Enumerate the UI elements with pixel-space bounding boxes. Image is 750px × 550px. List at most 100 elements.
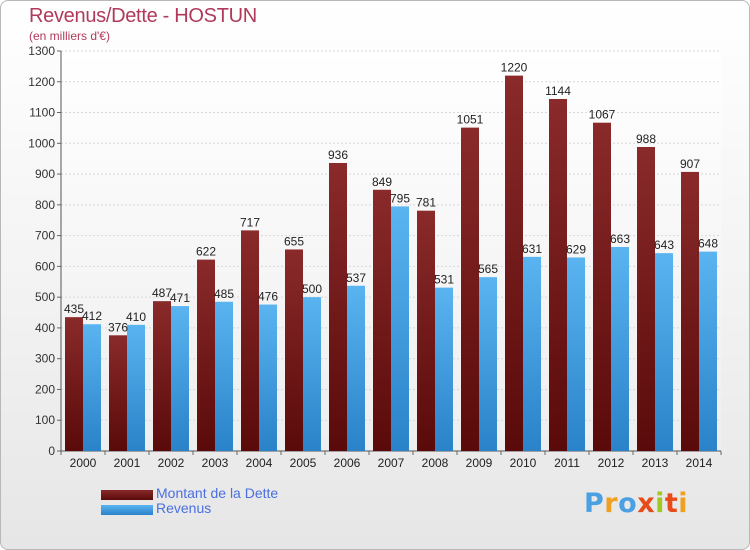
data-label-dette: 907 — [680, 157, 700, 171]
data-label-revenus: 643 — [654, 238, 674, 252]
data-label-dette: 849 — [372, 175, 392, 189]
x-tick-label: 2010 — [510, 456, 537, 470]
data-label-revenus: 485 — [214, 287, 234, 301]
x-tick-label: 2004 — [246, 456, 273, 470]
bar-revenus — [303, 297, 321, 451]
x-tick-label: 2007 — [378, 456, 405, 470]
data-label-revenus: 795 — [390, 191, 410, 205]
x-tick-label: 2009 — [466, 456, 493, 470]
data-label-dette: 376 — [108, 320, 128, 334]
logo-letter: o — [618, 488, 638, 519]
y-tick-label: 600 — [35, 259, 55, 273]
logo-letter: t — [664, 488, 679, 519]
y-tick-label: 0 — [48, 444, 55, 458]
data-label-dette: 1220 — [501, 61, 528, 75]
data-label-revenus: 531 — [434, 273, 454, 287]
legend-label-revenus: Revenus — [156, 500, 212, 516]
bar-revenus — [699, 251, 717, 451]
bar-dette — [109, 335, 127, 451]
y-tick-label: 700 — [35, 229, 55, 243]
x-tick-label: 2005 — [290, 456, 317, 470]
data-label-revenus: 410 — [126, 310, 146, 324]
bar-revenus — [83, 324, 101, 451]
bar-revenus — [567, 257, 585, 451]
bar-dette — [241, 230, 259, 451]
bar-dette — [637, 147, 655, 451]
x-tick-label: 2001 — [114, 456, 141, 470]
data-label-dette: 622 — [196, 245, 216, 259]
bar-dette — [65, 317, 83, 451]
bar-revenus — [259, 304, 277, 451]
y-tick-label: 300 — [35, 352, 55, 366]
data-label-revenus: 663 — [610, 232, 630, 246]
bar-dette — [505, 75, 523, 451]
data-label-revenus: 500 — [302, 282, 322, 296]
data-label-revenus: 471 — [170, 291, 190, 305]
bar-revenus — [435, 287, 453, 451]
bar-revenus — [347, 285, 365, 451]
logo-letter: i — [655, 488, 665, 519]
x-tick-label: 2008 — [422, 456, 449, 470]
chart-subtitle: (en milliers d'€) — [29, 29, 110, 43]
bar-revenus — [127, 324, 145, 451]
data-label-dette: 781 — [416, 196, 436, 210]
bar-revenus — [479, 277, 497, 451]
y-tick-label: 400 — [35, 321, 55, 335]
bar-dette — [417, 210, 435, 451]
bar-revenus — [523, 256, 541, 451]
data-label-dette: 1067 — [589, 108, 616, 122]
bar-dette — [153, 301, 171, 451]
bar-dette — [329, 163, 347, 451]
legend-swatch-revenus — [101, 505, 153, 515]
data-label-revenus: 412 — [82, 309, 102, 323]
y-tick-label: 1100 — [29, 106, 55, 120]
bar-revenus — [611, 247, 629, 451]
y-tick-label: 200 — [35, 382, 55, 396]
bar-dette — [593, 122, 611, 451]
bar-dette — [285, 249, 303, 451]
bar-dette — [461, 127, 479, 451]
bar-revenus — [215, 301, 233, 451]
y-tick-label: 800 — [35, 198, 55, 212]
bar-revenus — [655, 253, 673, 451]
logo-letter: i — [678, 488, 689, 519]
y-tick-label: 1300 — [28, 44, 55, 58]
data-label-dette: 988 — [636, 132, 656, 146]
data-label-dette: 435 — [64, 302, 84, 316]
x-tick-label: 2000 — [70, 456, 97, 470]
data-label-revenus: 631 — [522, 242, 542, 256]
data-label-dette: 1051 — [457, 113, 484, 127]
data-label-revenus: 629 — [566, 242, 586, 256]
data-label-dette: 487 — [152, 286, 172, 300]
logo-letter: x — [637, 488, 656, 519]
data-label-revenus: 648 — [698, 237, 718, 251]
bar-dette — [197, 259, 215, 451]
legend-label-dette: Montant de la Dette — [156, 485, 279, 501]
x-tick-label: 2012 — [598, 456, 625, 470]
bar-dette — [549, 99, 567, 451]
bar-revenus — [391, 206, 409, 451]
data-label-revenus: 476 — [258, 290, 278, 304]
data-label-dette: 936 — [328, 148, 348, 162]
x-tick-label: 2014 — [686, 456, 713, 470]
data-label-dette: 1144 — [545, 84, 571, 98]
x-tick-label: 2011 — [554, 456, 580, 470]
legend-swatch-dette — [101, 490, 153, 500]
data-label-revenus: 565 — [478, 262, 498, 276]
y-tick-label: 500 — [35, 290, 55, 304]
logo-letter: r — [604, 488, 619, 519]
y-tick-label: 900 — [35, 167, 55, 181]
x-tick-label: 2002 — [158, 456, 185, 470]
logo-letter: P — [584, 488, 605, 519]
y-tick-label: 100 — [35, 413, 55, 427]
y-tick-label: 1000 — [28, 136, 55, 150]
bar-dette — [373, 189, 391, 451]
x-tick-label: 2006 — [334, 456, 361, 470]
data-label-dette: 717 — [240, 215, 260, 229]
y-tick-label: 1200 — [28, 75, 55, 89]
bar-dette — [681, 171, 699, 451]
data-label-revenus: 537 — [346, 271, 366, 285]
bar-revenus — [171, 306, 189, 451]
